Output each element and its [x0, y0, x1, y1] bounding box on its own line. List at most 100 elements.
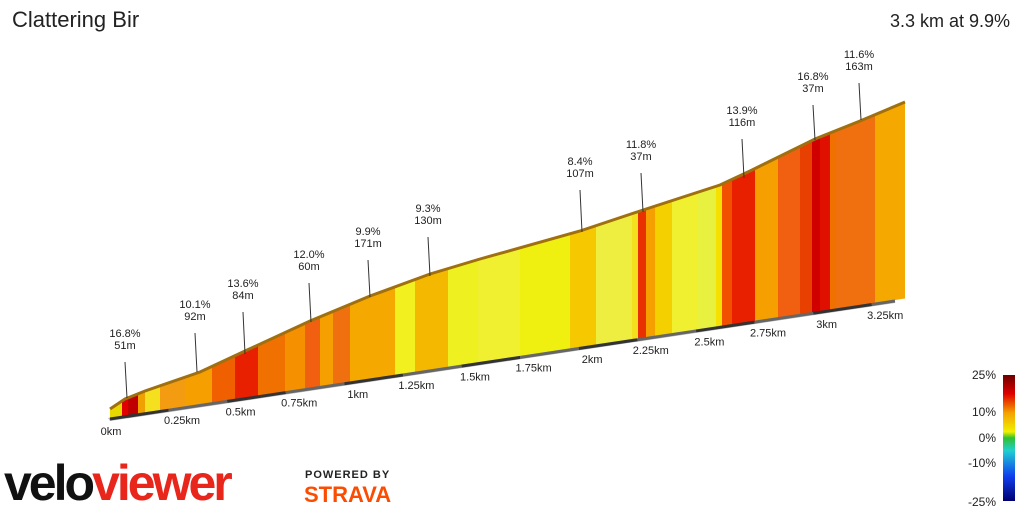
distance-label: 1.25km	[398, 380, 434, 392]
profile-segment	[830, 131, 836, 310]
profile-segment	[128, 394, 138, 416]
annotation-length: 37m	[802, 83, 823, 95]
profile-segment	[138, 392, 145, 414]
legend-label: 10%	[972, 405, 996, 419]
profile-segment	[145, 386, 160, 413]
distance-label: 1km	[347, 389, 368, 401]
legend-label: -25%	[968, 495, 996, 509]
annotation-grade: 9.9%	[355, 226, 380, 238]
annotation-stem	[367, 259, 371, 298]
profile-segment	[646, 207, 655, 338]
title: Clattering Bir	[12, 7, 139, 32]
baseline	[695, 320, 755, 333]
annotation-length: 163m	[845, 61, 873, 73]
logo-dark: velo	[4, 455, 94, 511]
legend-label: 0%	[979, 431, 997, 445]
annotation-grade: 11.6%	[844, 49, 875, 61]
annotation-stem	[124, 361, 128, 399]
profile-segment	[122, 398, 128, 417]
distance-label: 2.5km	[694, 336, 724, 348]
annotation-grade: 13.9%	[726, 105, 757, 117]
profile-segment	[160, 378, 185, 411]
profile-segment	[722, 180, 732, 326]
profile-segment	[305, 317, 320, 389]
profile-segment	[812, 138, 820, 313]
distance-label: 1.5km	[460, 371, 490, 383]
legend-label: -10%	[968, 456, 996, 470]
distance-label: 1.75km	[516, 363, 552, 375]
profile-segment	[638, 210, 646, 339]
annotation-grade: 16.8%	[797, 71, 828, 83]
annotation-grade: 10.1%	[179, 299, 210, 311]
distance-label: 0.25km	[164, 415, 200, 427]
annotation-stem	[308, 282, 312, 323]
distance-label: 3km	[816, 319, 837, 331]
annotation-length: 84m	[232, 290, 253, 302]
profile-segment	[820, 134, 830, 312]
annotation-stem	[640, 172, 644, 213]
annotation-length: 60m	[298, 261, 319, 273]
annotation-stem	[194, 332, 198, 373]
powered-by: POWERED BY	[305, 469, 390, 481]
baseline	[168, 399, 228, 412]
logo-red: viewer	[92, 455, 232, 511]
annotation-length: 116m	[729, 117, 756, 129]
profile-segment	[570, 226, 596, 349]
profile-segment	[448, 260, 478, 368]
distance-label: 3.25km	[867, 310, 903, 322]
baseline	[285, 382, 345, 395]
profile-segment	[778, 147, 800, 318]
baseline	[871, 299, 896, 306]
profile-segment	[333, 305, 350, 385]
profile-segment	[415, 269, 448, 373]
annotation-stem	[242, 311, 246, 355]
annotation-length: 107m	[566, 168, 594, 180]
profile-segment	[285, 324, 305, 392]
distance-label: 2.75km	[750, 328, 786, 340]
legend-label: 25%	[972, 368, 996, 382]
annotation-stem	[858, 82, 862, 121]
profile-segment	[732, 169, 755, 325]
baseline	[754, 311, 814, 324]
profile-segment	[212, 356, 235, 403]
strava: STRAVA	[304, 482, 391, 507]
baseline	[578, 338, 638, 351]
annotation-grade: 16.8%	[109, 328, 140, 340]
profile-segment	[672, 193, 698, 334]
profile-segment	[320, 312, 333, 387]
baseline	[226, 391, 287, 403]
distance-label: 0.5km	[226, 406, 256, 418]
profile-segment	[596, 214, 632, 345]
profile-segment	[632, 212, 638, 340]
profile-top	[109, 100, 906, 411]
profile-segment	[698, 187, 716, 330]
annotation-grade: 9.3%	[415, 203, 440, 215]
profile-segment	[655, 201, 672, 337]
profile-segment	[110, 402, 122, 418]
logo: veloviewer	[4, 455, 232, 511]
summary: 3.3 km at 9.9%	[890, 11, 1010, 31]
annotation-length: 171m	[354, 238, 382, 250]
annotation-stem	[579, 189, 583, 233]
baseline	[402, 364, 462, 377]
annotation-grade: 11.8%	[626, 139, 657, 151]
annotation-length: 51m	[114, 340, 135, 352]
baseline	[109, 408, 169, 421]
profile-segment	[185, 367, 212, 407]
annotation-grade: 8.4%	[567, 156, 592, 168]
profile-segment	[478, 248, 520, 363]
legend-bar	[1003, 375, 1015, 501]
profile-segment	[235, 346, 258, 400]
baseline	[519, 347, 580, 359]
profile-segment	[836, 115, 875, 309]
profile-segment	[258, 333, 285, 396]
profile-segment	[755, 158, 778, 322]
annotation-stem	[812, 104, 816, 141]
baseline	[461, 355, 521, 368]
profile: 0km 0.25km 0.5km 0.75km 1km 1.25km 1.5km 1.75km…	[101, 49, 906, 438]
profile-segment	[716, 185, 722, 327]
annotation-stem	[427, 236, 431, 277]
annotation-length: 130m	[414, 215, 442, 227]
